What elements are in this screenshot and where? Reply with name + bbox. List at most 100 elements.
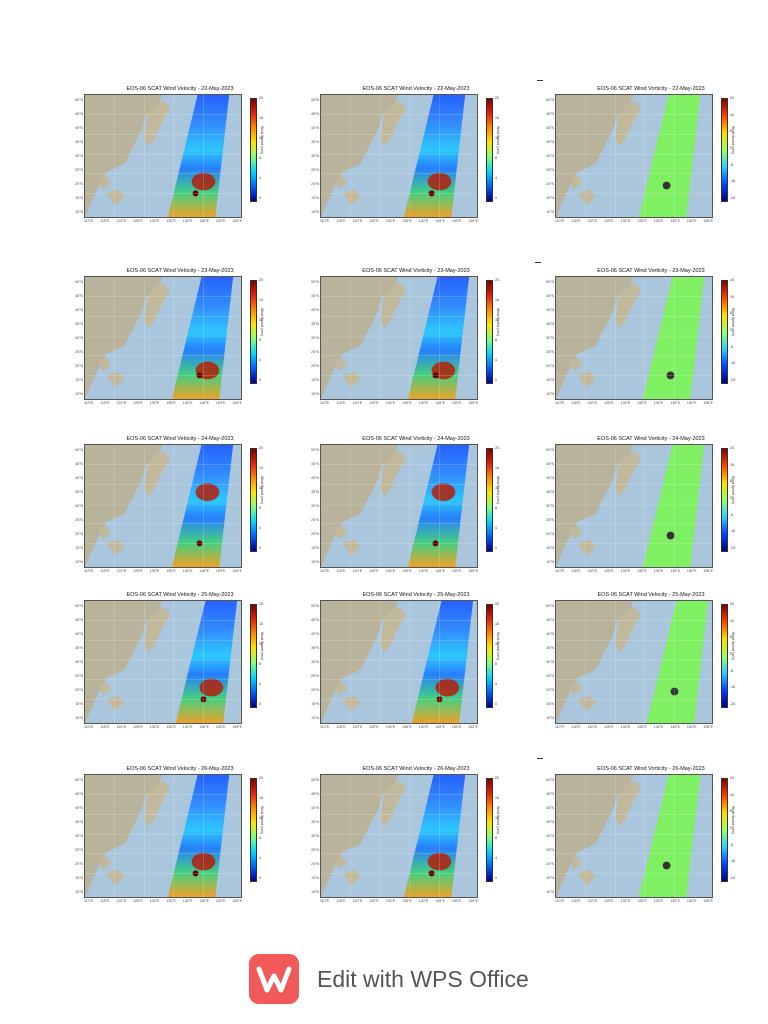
colorbar-ticks: 20 16 12 8 4 0 [495, 776, 507, 882]
x-tick-label: 115°E [100, 401, 110, 405]
colorbar [721, 98, 728, 202]
y-tick-label: 10°N [311, 210, 319, 214]
y-tick-label: 35°N [311, 820, 319, 824]
colorbar-tick-label: 16 [495, 116, 499, 120]
y-tick-label: 15°N [311, 378, 319, 382]
y-tick-label: 50°N [546, 448, 554, 452]
y-tick-label: 45°N [311, 792, 319, 796]
colorbar [486, 98, 493, 202]
y-tick-label: 35°N [75, 490, 83, 494]
y-tick-label: 10°N [311, 890, 319, 894]
y-tick-label: 50°N [546, 778, 554, 782]
x-tick-label: 110°E [320, 219, 330, 223]
y-tick-label: 20°N [75, 182, 83, 186]
y-tick-label: 45°N [311, 294, 319, 298]
figure-panel: EOS-06 SCAT Wind Velocity - 26-May-2023 5… [75, 766, 276, 911]
x-tick-label: 115°E [336, 725, 346, 729]
x-tick-label: 115°E [571, 569, 581, 573]
y-tick-label: 30°N [311, 834, 319, 838]
stray-mark [535, 262, 541, 263]
colorbar-ticks: 20 16 12 8 4 0 [259, 776, 271, 882]
colorbar-tick-label: -24 [730, 876, 736, 880]
colorbar [250, 604, 257, 708]
colorbar-tick-label: 0 [495, 876, 497, 880]
colorbar-tick-label: 24 [730, 278, 734, 282]
wps-office-banner[interactable]: Edit with WPS Office [249, 954, 549, 1004]
x-tick-label: 120°E [587, 899, 598, 903]
colorbar-tick-label: 8 [495, 156, 497, 160]
y-tick-label: 25°N [75, 168, 83, 172]
x-tick-label: 110°E [84, 899, 94, 903]
y-axis-labels: 50°N 45°N 40°N 35°N 30°N 25°N 20°N 15°N 10°N [70, 276, 83, 400]
x-tick-label: 120°E [587, 401, 598, 405]
x-tick-label: 125°E [369, 219, 379, 223]
y-tick-label: 30°N [311, 660, 319, 664]
y-axis-labels: 50°N 45°N 40°N 35°N 30°N 25°N 20°N 15°N 10°N [306, 444, 319, 568]
x-tick-label: 125°E [133, 725, 143, 729]
colorbar-label: Wind Speed (m/s) [731, 476, 735, 505]
x-tick-label: 140°E [653, 401, 664, 405]
y-tick-label: 20°N [546, 364, 554, 368]
x-tick-label: 155°E [703, 219, 713, 223]
x-tick-label: 150°E [451, 725, 462, 729]
x-tick-label: 110°E [84, 219, 94, 223]
x-axis-labels: 110°E 115°E 120°E 125°E 130°E 135°E 140°E 145°E… [555, 725, 713, 731]
colorbar-tick-label: 8 [495, 338, 497, 342]
y-tick-label: 25°N [311, 848, 319, 852]
colorbar-tick-label: 12 [259, 486, 263, 490]
colorbar-ticks: 24 16 8 0 -8 -16 -24 [730, 776, 742, 882]
x-tick-label: 130°E [620, 219, 631, 223]
panel-title: EOS-06 SCAT Wind Vorticity - 23-May-2023 [597, 268, 705, 274]
map-image [320, 444, 478, 568]
map-image [84, 276, 242, 400]
x-tick-label: 120°E [116, 569, 127, 573]
x-tick-label: 110°E [555, 725, 565, 729]
colorbar-tick-label: 0 [730, 496, 732, 500]
panel-title: EOS-06 SCAT Wind Velocity - 24-May-2023 [126, 436, 234, 442]
colorbar-tick-label: 24 [730, 602, 734, 606]
x-tick-label: 135°E [402, 899, 412, 903]
colorbar-tick-label: 8 [259, 662, 261, 666]
colorbar-label: Wind Speed (m/s) [496, 308, 500, 337]
figure-panel: EOS-06 SCAT Wind Vorticity - 24-May-2023… [311, 436, 512, 581]
x-tick-label: 150°E [686, 219, 697, 223]
wps-logo-icon[interactable] [249, 954, 299, 1004]
x-tick-label: 115°E [100, 569, 110, 573]
y-axis-labels: 50°N 45°N 40°N 35°N 30°N 25°N 20°N 15°N 10°N [306, 94, 319, 218]
x-tick-label: 135°E [166, 401, 176, 405]
y-tick-label: 30°N [546, 336, 554, 340]
x-tick-label: 110°E [320, 725, 330, 729]
x-tick-label: 145°E [670, 569, 680, 573]
y-tick-label: 15°N [311, 196, 319, 200]
y-axis-labels: 50°N 45°N 40°N 35°N 30°N 25°N 20°N 15°N 10°N [70, 774, 83, 898]
x-tick-label: 135°E [402, 401, 412, 405]
x-tick-label: 115°E [100, 899, 110, 903]
colorbar-ticks: 20 16 12 8 4 0 [495, 96, 507, 202]
colorbar-tick-label: 16 [730, 618, 734, 623]
x-tick-label: 135°E [166, 569, 176, 573]
x-tick-label: 110°E [84, 569, 94, 573]
colorbar-tick-label: 4 [259, 358, 261, 362]
x-tick-label: 115°E [100, 219, 110, 223]
y-tick-label: 20°N [75, 532, 83, 536]
y-tick-label: 15°N [546, 876, 554, 880]
y-tick-label: 45°N [546, 618, 554, 622]
x-tick-label: 125°E [369, 401, 379, 405]
panel-title: EOS-06 SCAT Wind Vorticity - 24-May-2023 [597, 436, 705, 442]
x-tick-label: 150°E [686, 401, 697, 405]
colorbar-tick-label: -16 [730, 685, 736, 690]
x-tick-label: 120°E [116, 725, 127, 729]
wps-edit-text[interactable]: Edit with WPS Office [317, 966, 529, 992]
colorbar-tick-label: 24 [730, 776, 734, 780]
colorbar-tick-label: 12 [495, 486, 499, 490]
y-axis-labels: 50°N 45°N 40°N 35°N 30°N 25°N 20°N 15°N 10°N [541, 774, 554, 898]
x-tick-label: 145°E [199, 401, 209, 405]
y-tick-label: 25°N [311, 168, 319, 172]
stray-mark [537, 758, 543, 759]
y-tick-label: 35°N [546, 490, 554, 494]
x-tick-label: 110°E [320, 899, 330, 903]
colorbar-label: Wind Speed (m/s) [731, 126, 735, 155]
x-tick-label: 150°E [686, 899, 697, 903]
x-tick-label: 155°E [468, 401, 478, 405]
x-tick-label: 155°E [468, 569, 478, 573]
